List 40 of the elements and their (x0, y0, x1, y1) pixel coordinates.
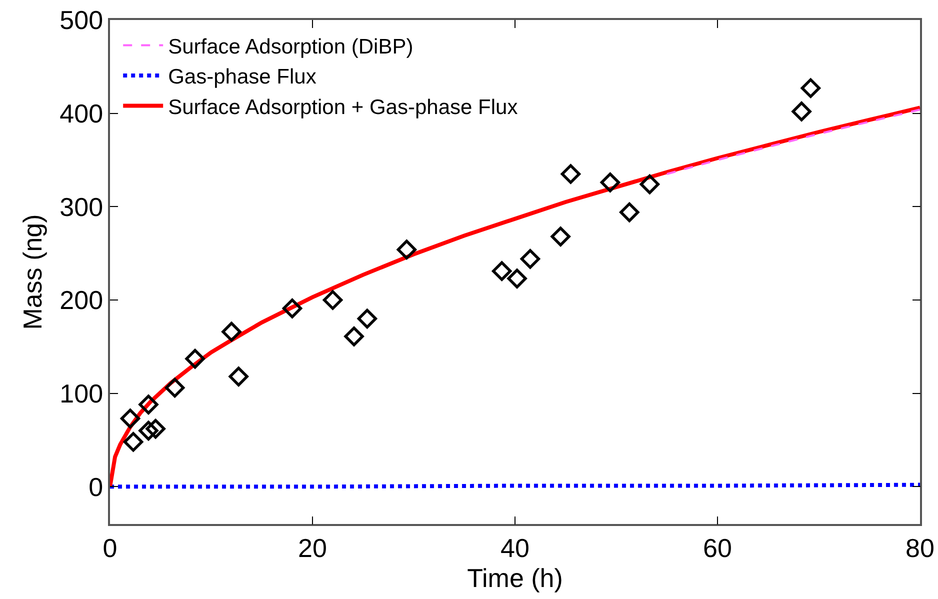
legend-label: Surface Adsorption (DiBP) (168, 35, 414, 58)
point (520, 249, 540, 269)
point (640, 174, 660, 194)
y-tick-label: 200 (60, 285, 104, 316)
line-series (666, 108, 920, 175)
point (492, 261, 512, 281)
point (800, 78, 820, 98)
y-tick-label: 100 (60, 378, 104, 408)
point (600, 172, 620, 192)
x-tick-label: 60 (703, 532, 732, 563)
x-axis-title: Time (h) (467, 562, 563, 593)
y-tick-label: 500 (60, 5, 104, 36)
point (120, 408, 140, 428)
point (146, 418, 166, 439)
y-tick-label: 400 (60, 98, 104, 128)
y-tick-label: 0 (88, 472, 104, 502)
point (185, 348, 205, 369)
x-tick-label: 20 (298, 532, 327, 563)
y-tick-label: 300 (60, 192, 104, 222)
point (550, 226, 570, 246)
point (396, 240, 417, 260)
legend-label: Surface Adsorption + Gas-phase Flux (168, 96, 518, 119)
point (507, 268, 527, 288)
point (282, 298, 302, 318)
point (228, 366, 248, 386)
point (792, 102, 812, 122)
x-tick-label: 40 (500, 532, 530, 563)
y-axis-title: Mass (ng) (18, 214, 48, 330)
point (344, 326, 364, 346)
x-tick-label: 80 (906, 532, 934, 563)
point (222, 322, 242, 342)
point (138, 420, 158, 441)
legend-label: Gas-phase Flux (168, 66, 317, 89)
point (164, 378, 185, 398)
point (357, 308, 378, 329)
point (138, 394, 158, 414)
point (123, 432, 144, 452)
point (322, 290, 343, 310)
point (560, 164, 581, 184)
point (620, 202, 640, 222)
